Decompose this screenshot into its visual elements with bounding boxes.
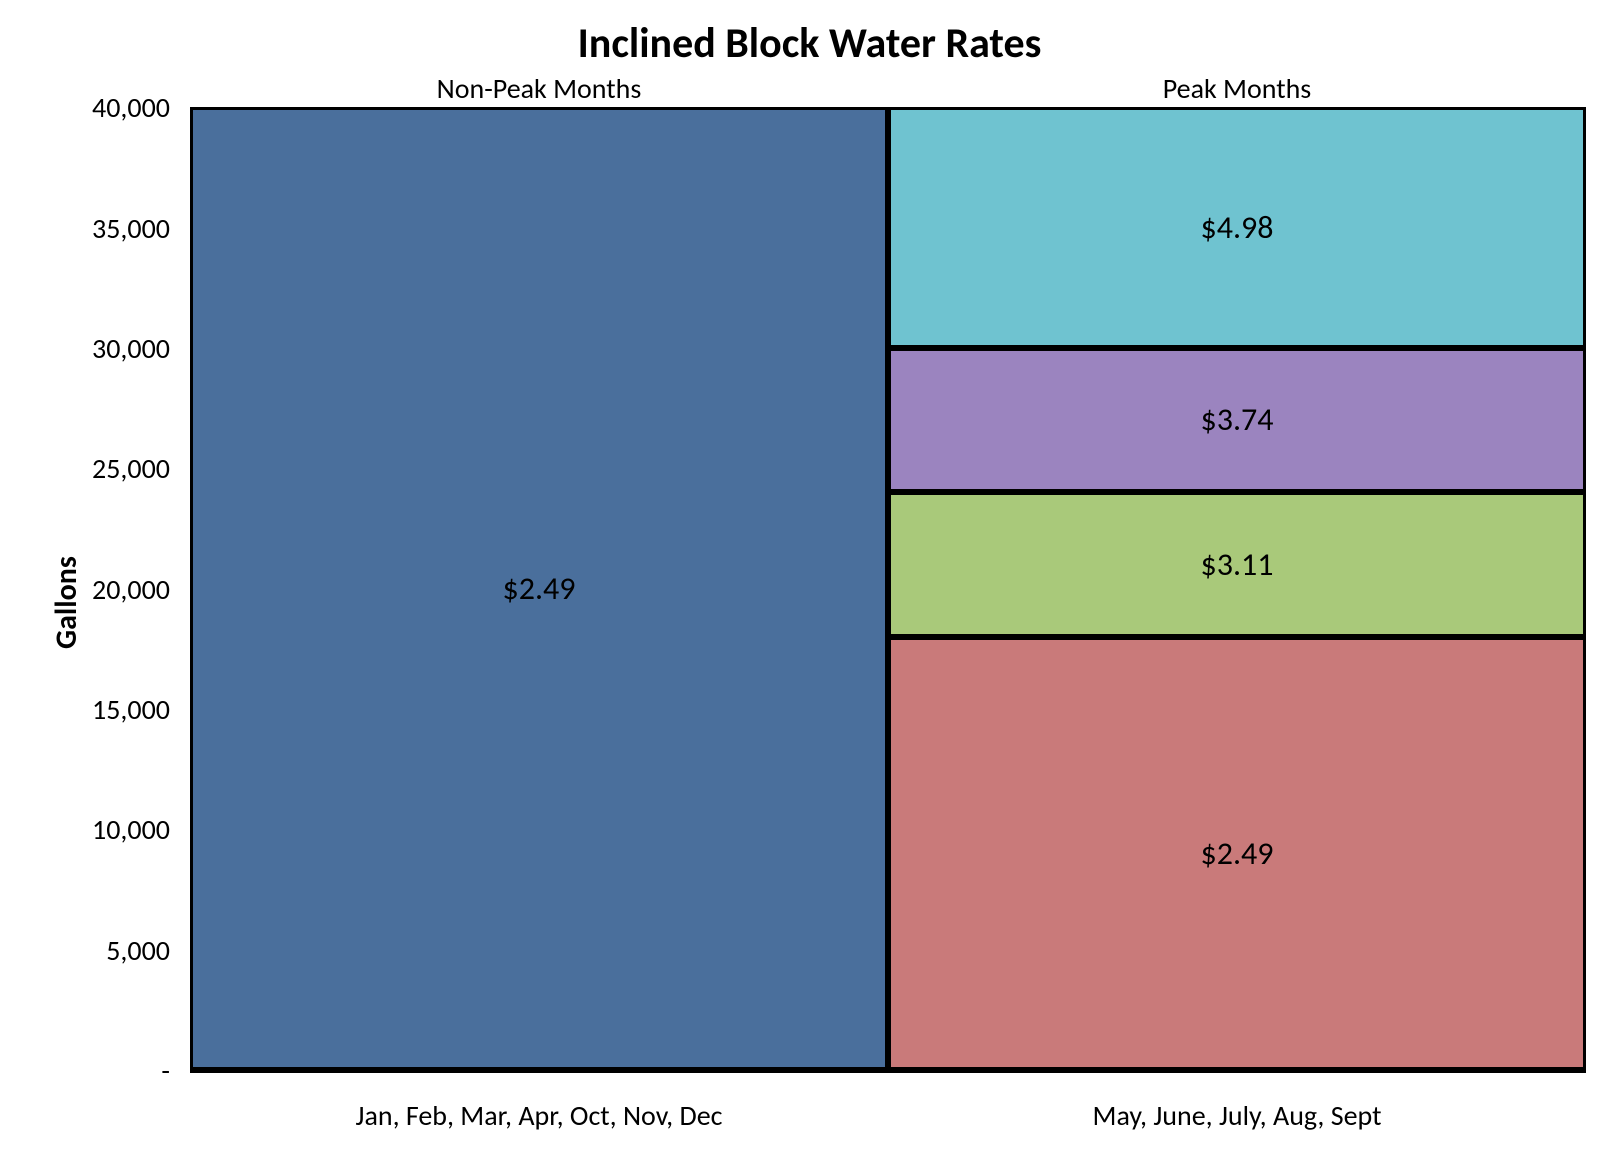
rate-label: $2.49 [1201,834,1274,873]
column-header-non_peak: Non-Peak Months [190,71,888,106]
y-tick-label: 25,000 [0,451,170,486]
y-tick-label: 20,000 [0,572,170,607]
rate-block-non_peak-0: $2.49 [190,107,888,1070]
y-tick-label: 5,000 [0,933,170,968]
plot-border-top [190,107,1586,110]
column-header-peak: Peak Months [888,71,1586,106]
rate-block-peak-3: $4.98 [888,107,1586,348]
rate-label: $3.74 [1201,400,1274,439]
rate-label: $4.98 [1201,208,1274,247]
chart-title: Inclined Block Water Rates [0,18,1619,69]
rate-block-peak-2: $3.74 [888,348,1586,492]
y-tick-label: 10,000 [0,812,170,847]
y-tick-label: 35,000 [0,211,170,246]
plot-area: $2.49 $2.49 $3.11 $3.74 $4.98 [190,107,1586,1070]
y-tick-label: 40,000 [0,90,170,125]
rate-label: $2.49 [503,569,576,608]
plot-border-right [1583,107,1586,1070]
chart-canvas: Inclined Block Water Rates Gallons -5,00… [0,0,1619,1176]
x-label-non_peak: Jan, Feb, Mar, Apr, Oct, Nov, Dec [190,1098,888,1133]
x-label-peak: May, June, July, Aug, Sept [888,1098,1586,1133]
rate-label: $3.11 [1201,545,1274,584]
plot-border-left [190,107,193,1070]
rate-block-peak-0: $2.49 [888,637,1586,1070]
gridline [190,1070,1586,1073]
rate-block-peak-1: $3.11 [888,492,1586,636]
y-tick-label: - [0,1053,170,1088]
y-tick-label: 15,000 [0,692,170,727]
y-tick-label: 30,000 [0,331,170,366]
